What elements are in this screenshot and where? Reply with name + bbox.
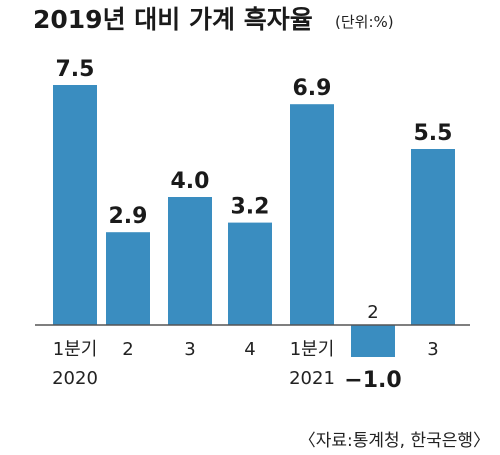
category-label-7: 3 <box>427 339 438 360</box>
chart-unit: (단위:%) <box>335 13 394 31</box>
bars-group <box>53 85 455 357</box>
bar-2 <box>106 232 150 325</box>
bar-4 <box>228 222 272 325</box>
category-label-2: 2 <box>122 339 133 360</box>
category-label-4: 4 <box>244 339 255 360</box>
category-label-6: 2 <box>367 302 378 323</box>
source-note: 〈자료:통계청, 한국은행〉 <box>299 431 490 451</box>
category-label-1: 1분기 2020 <box>52 339 98 389</box>
category-label-5: 1분기 2021 <box>289 339 335 389</box>
bar-1 <box>53 85 97 325</box>
bar-7 <box>411 149 455 325</box>
value-labels-group: 7.5 2.9 4.0 3.2 6.9 −1.0 5.5 <box>56 57 453 393</box>
value-label-3: 4.0 <box>171 169 210 194</box>
value-label-1: 7.5 <box>56 57 95 82</box>
category-ticks-group: 1분기 2020 2 3 4 1분기 2021 2 3 <box>52 302 439 389</box>
value-label-7: 5.5 <box>414 121 453 146</box>
value-label-5: 6.9 <box>293 76 332 101</box>
value-label-4: 3.2 <box>231 195 270 220</box>
bar-5 <box>290 104 334 325</box>
bar-3 <box>168 197 212 325</box>
category-label-3: 3 <box>184 339 195 360</box>
bar-6 <box>351 325 395 357</box>
value-label-2: 2.9 <box>109 204 148 229</box>
value-label-6: −1.0 <box>344 368 401 393</box>
chart-title: 2019년 대비 가계 흑자율 <box>33 5 313 34</box>
